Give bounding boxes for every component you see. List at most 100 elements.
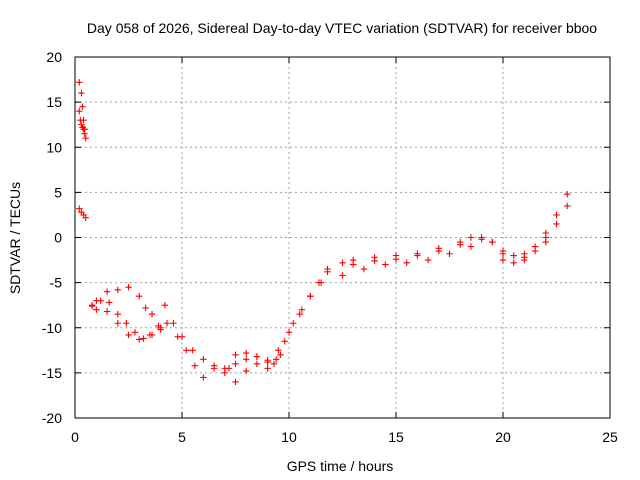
tick-layer: 0 5 10 15 20 25 20 15 10 5 0 -5 -10 -15 -20 (42, 49, 618, 445)
data-point (542, 238, 549, 246)
data-point (467, 234, 475, 241)
x-tick-label: 10 (281, 429, 297, 445)
data-point (435, 247, 442, 255)
data-point (290, 320, 297, 327)
data-point (78, 121, 85, 128)
data-point (140, 335, 147, 342)
y-tick-label: 20 (46, 49, 62, 65)
points-layer (76, 79, 571, 386)
y-tick-label: -15 (42, 365, 62, 381)
data-point (339, 272, 346, 279)
data-point (157, 324, 164, 331)
data-point (146, 331, 154, 339)
data-point (114, 311, 121, 318)
data-point (339, 259, 346, 266)
data-point (382, 261, 389, 268)
y-tick-label: 10 (46, 139, 62, 155)
data-point (81, 130, 88, 137)
data-point (243, 356, 250, 363)
data-point (478, 236, 485, 243)
data-point (457, 241, 464, 248)
series-arc-d (88, 283, 162, 330)
x-tick-label: 20 (495, 429, 511, 445)
data-point (277, 351, 284, 359)
data-point (414, 252, 421, 259)
data-point (136, 336, 143, 343)
data-point (272, 356, 280, 363)
data-point (142, 304, 149, 312)
data-point (200, 374, 207, 381)
data-point (191, 362, 199, 369)
chart-title: Day 058 of 2026, Sidereal Day-to-day VTE… (87, 20, 597, 36)
x-axis-label: GPS time / hours (287, 458, 394, 474)
data-point (114, 320, 121, 327)
y-tick-label: 0 (54, 230, 62, 246)
y-tick-label: -5 (50, 275, 63, 291)
data-point (210, 365, 218, 372)
data-point (77, 116, 84, 124)
data-point (76, 79, 83, 86)
data-point (324, 265, 331, 273)
data-point (232, 351, 239, 359)
data-point (253, 353, 261, 360)
data-point (553, 220, 560, 228)
x-tick-label: 0 (71, 429, 79, 445)
data-point (510, 259, 517, 266)
data-point (270, 360, 278, 368)
data-point (285, 329, 293, 336)
data-point (232, 378, 239, 386)
data-point (136, 292, 143, 300)
x-tick-label: 25 (602, 429, 618, 445)
data-point (564, 190, 571, 198)
y-axis-label: SDTVAR / TECUs (7, 182, 23, 294)
data-point (275, 347, 282, 354)
data-point (79, 103, 86, 110)
data-point (264, 357, 271, 364)
y-tick-label: 5 (54, 184, 62, 200)
data-point (467, 243, 475, 250)
y-tick-label: -20 (42, 410, 62, 426)
data-point (76, 205, 83, 212)
data-point (499, 256, 507, 264)
data-point (97, 297, 104, 304)
data-point (489, 238, 496, 246)
data-point (82, 214, 89, 221)
data-point (521, 254, 528, 261)
data-point (253, 360, 261, 368)
data-point (125, 331, 132, 339)
data-point (531, 247, 539, 255)
grid-layer (75, 57, 610, 418)
data-point (200, 356, 207, 363)
data-point (125, 283, 132, 291)
data-point (106, 299, 113, 306)
data-point (163, 320, 171, 327)
data-point (499, 250, 507, 257)
data-point (403, 259, 410, 266)
data-point (183, 347, 190, 354)
data-point (82, 135, 89, 142)
data-point (78, 89, 85, 97)
series-arc-h (174, 279, 323, 386)
data-point (360, 265, 368, 273)
x-tick-label: 5 (178, 429, 186, 445)
y-tick-label: 15 (46, 94, 62, 110)
series-arc-f (93, 306, 164, 343)
data-point (80, 126, 87, 133)
y-tick-label: -10 (42, 320, 62, 336)
data-point (174, 333, 181, 340)
data-point (510, 252, 517, 259)
series-arc-l (350, 236, 549, 268)
data-point (114, 286, 121, 294)
x-tick-label: 15 (388, 429, 404, 445)
series-arc-c (76, 205, 89, 221)
data-point (553, 211, 560, 219)
data-point (189, 347, 196, 354)
data-point (170, 320, 177, 327)
data-point (243, 367, 250, 375)
data-point (76, 107, 83, 115)
series-arc-k (339, 202, 571, 279)
data-point (103, 308, 111, 315)
data-point (564, 202, 571, 210)
series-arc-i (225, 347, 282, 372)
